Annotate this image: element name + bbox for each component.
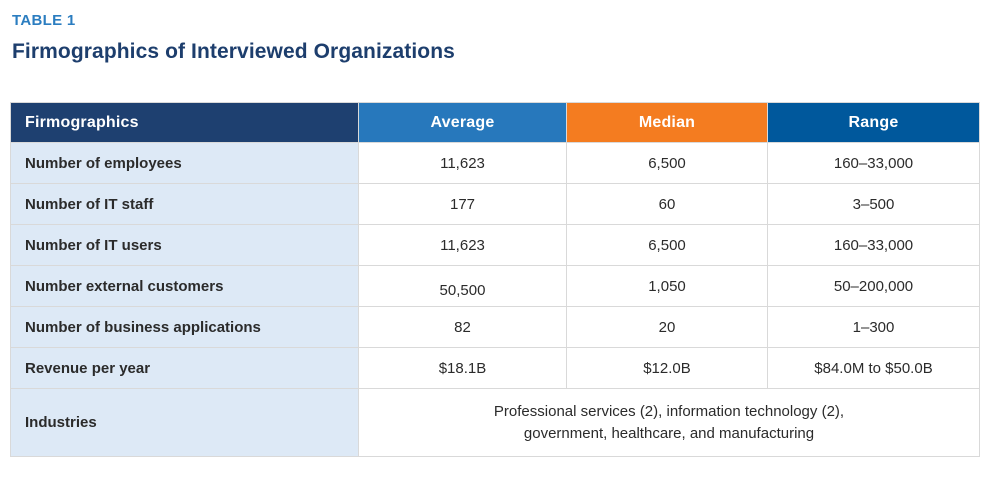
table-cell-average: 11,623 [358, 142, 567, 184]
column-header-firmographics: Firmographics [10, 102, 359, 143]
industries-line-2: government, healthcare, and manufacturin… [523, 424, 815, 442]
row-label: Number external customers [10, 265, 359, 307]
row-label: Number of employees [10, 142, 359, 184]
header-row: Firmographics Average Median Range [10, 102, 980, 143]
table-row-it-users: Number of IT users 11,623 6,500 160–33,0… [10, 224, 980, 266]
firmographics-table: Firmographics Average Median Range Numbe… [10, 102, 980, 457]
table-cell-range: 160–33,000 [767, 224, 980, 266]
row-label: Number of IT users [10, 224, 359, 266]
table-cell-average: 177 [358, 183, 567, 225]
table-cell-range: 3–500 [767, 183, 980, 225]
table-row-industries: Industries Professional services (2), in… [10, 388, 980, 457]
table-number-label: TABLE 1 [12, 12, 76, 29]
table-cell-median: 6,500 [566, 224, 768, 266]
table-cell-median: $12.0B [566, 347, 768, 389]
table-cell-median: 6,500 [566, 142, 768, 184]
row-label: Industries [10, 388, 359, 457]
table-cell-average: 11,623 [358, 224, 567, 266]
row-label: Number of IT staff [10, 183, 359, 225]
table-cell-average: 50,500 [358, 265, 567, 307]
column-header-average: Average [358, 102, 567, 143]
table-cell-median: 1,050 [566, 265, 768, 307]
table-cell-median: 60 [566, 183, 768, 225]
table-row-it-staff: Number of IT staff 177 60 3–500 [10, 183, 980, 225]
table-row-employees: Number of employees 11,623 6,500 160–33,… [10, 142, 980, 184]
page: TABLE 1 Firmographics of Interviewed Org… [10, 12, 980, 457]
table-body: Number of employees 11,623 6,500 160–33,… [10, 142, 980, 457]
industries-line-1: Professional services (2), information t… [493, 402, 845, 420]
table-cell-average: 82 [358, 306, 567, 348]
table-header: Firmographics Average Median Range [10, 102, 980, 143]
cell-value: 50,500 [439, 281, 486, 299]
table-cell-range: $84.0M to $50.0B [767, 347, 980, 389]
table-row-business-applications: Number of business applications 82 20 1–… [10, 306, 980, 348]
table-cell-median: 20 [566, 306, 768, 348]
table-cell-range: 50–200,000 [767, 265, 980, 307]
table-cell-range: 1–300 [767, 306, 980, 348]
table-cell-average: $18.1B [358, 347, 567, 389]
table-cell-range: 160–33,000 [767, 142, 980, 184]
table-row-external-customers: Number external customers 50,500 1,050 5… [10, 265, 980, 307]
row-label: Revenue per year [10, 347, 359, 389]
table-cell-industries: Professional services (2), information t… [358, 388, 980, 457]
row-label: Number of business applications [10, 306, 359, 348]
table-row-revenue: Revenue per year $18.1B $12.0B $84.0M to… [10, 347, 980, 389]
table-title: Firmographics of Interviewed Organizatio… [12, 40, 455, 63]
column-header-range: Range [767, 102, 980, 143]
column-header-median: Median [566, 102, 768, 143]
